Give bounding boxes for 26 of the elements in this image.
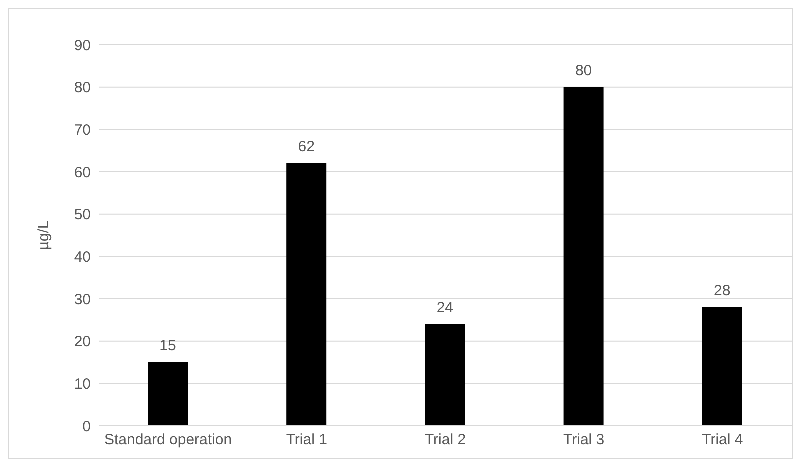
bar xyxy=(286,164,327,426)
x-tick-label: Trial 3 xyxy=(564,432,605,449)
x-tick-label: Trial 4 xyxy=(702,432,744,449)
y-tick-label: 80 xyxy=(74,80,91,97)
data-label: 15 xyxy=(160,338,176,354)
bar xyxy=(425,324,466,426)
data-label: 28 xyxy=(714,282,731,300)
bar xyxy=(148,362,188,426)
y-tick-label: 20 xyxy=(74,334,91,351)
y-tick-label: 90 xyxy=(74,37,91,54)
y-tick-label: 60 xyxy=(74,164,91,182)
x-tick-label: Trial 2 xyxy=(424,432,466,449)
data-label: 24 xyxy=(436,299,454,316)
bar xyxy=(564,87,604,426)
y-tick-label: 30 xyxy=(74,291,91,308)
y-tick-label: 70 xyxy=(74,122,91,139)
data-label: 80 xyxy=(575,62,592,80)
x-tick-label: Trial 1 xyxy=(286,432,328,449)
y-tick-label: 10 xyxy=(74,376,91,393)
y-tick-label: 50 xyxy=(74,206,91,224)
bar xyxy=(702,307,742,426)
y-axis-title: µg/L xyxy=(35,220,52,250)
x-tick-label: Standard operation xyxy=(104,432,232,449)
data-label: 62 xyxy=(298,138,315,156)
y-tick-label: 40 xyxy=(74,248,91,266)
y-tick-label: 0 xyxy=(82,418,91,436)
